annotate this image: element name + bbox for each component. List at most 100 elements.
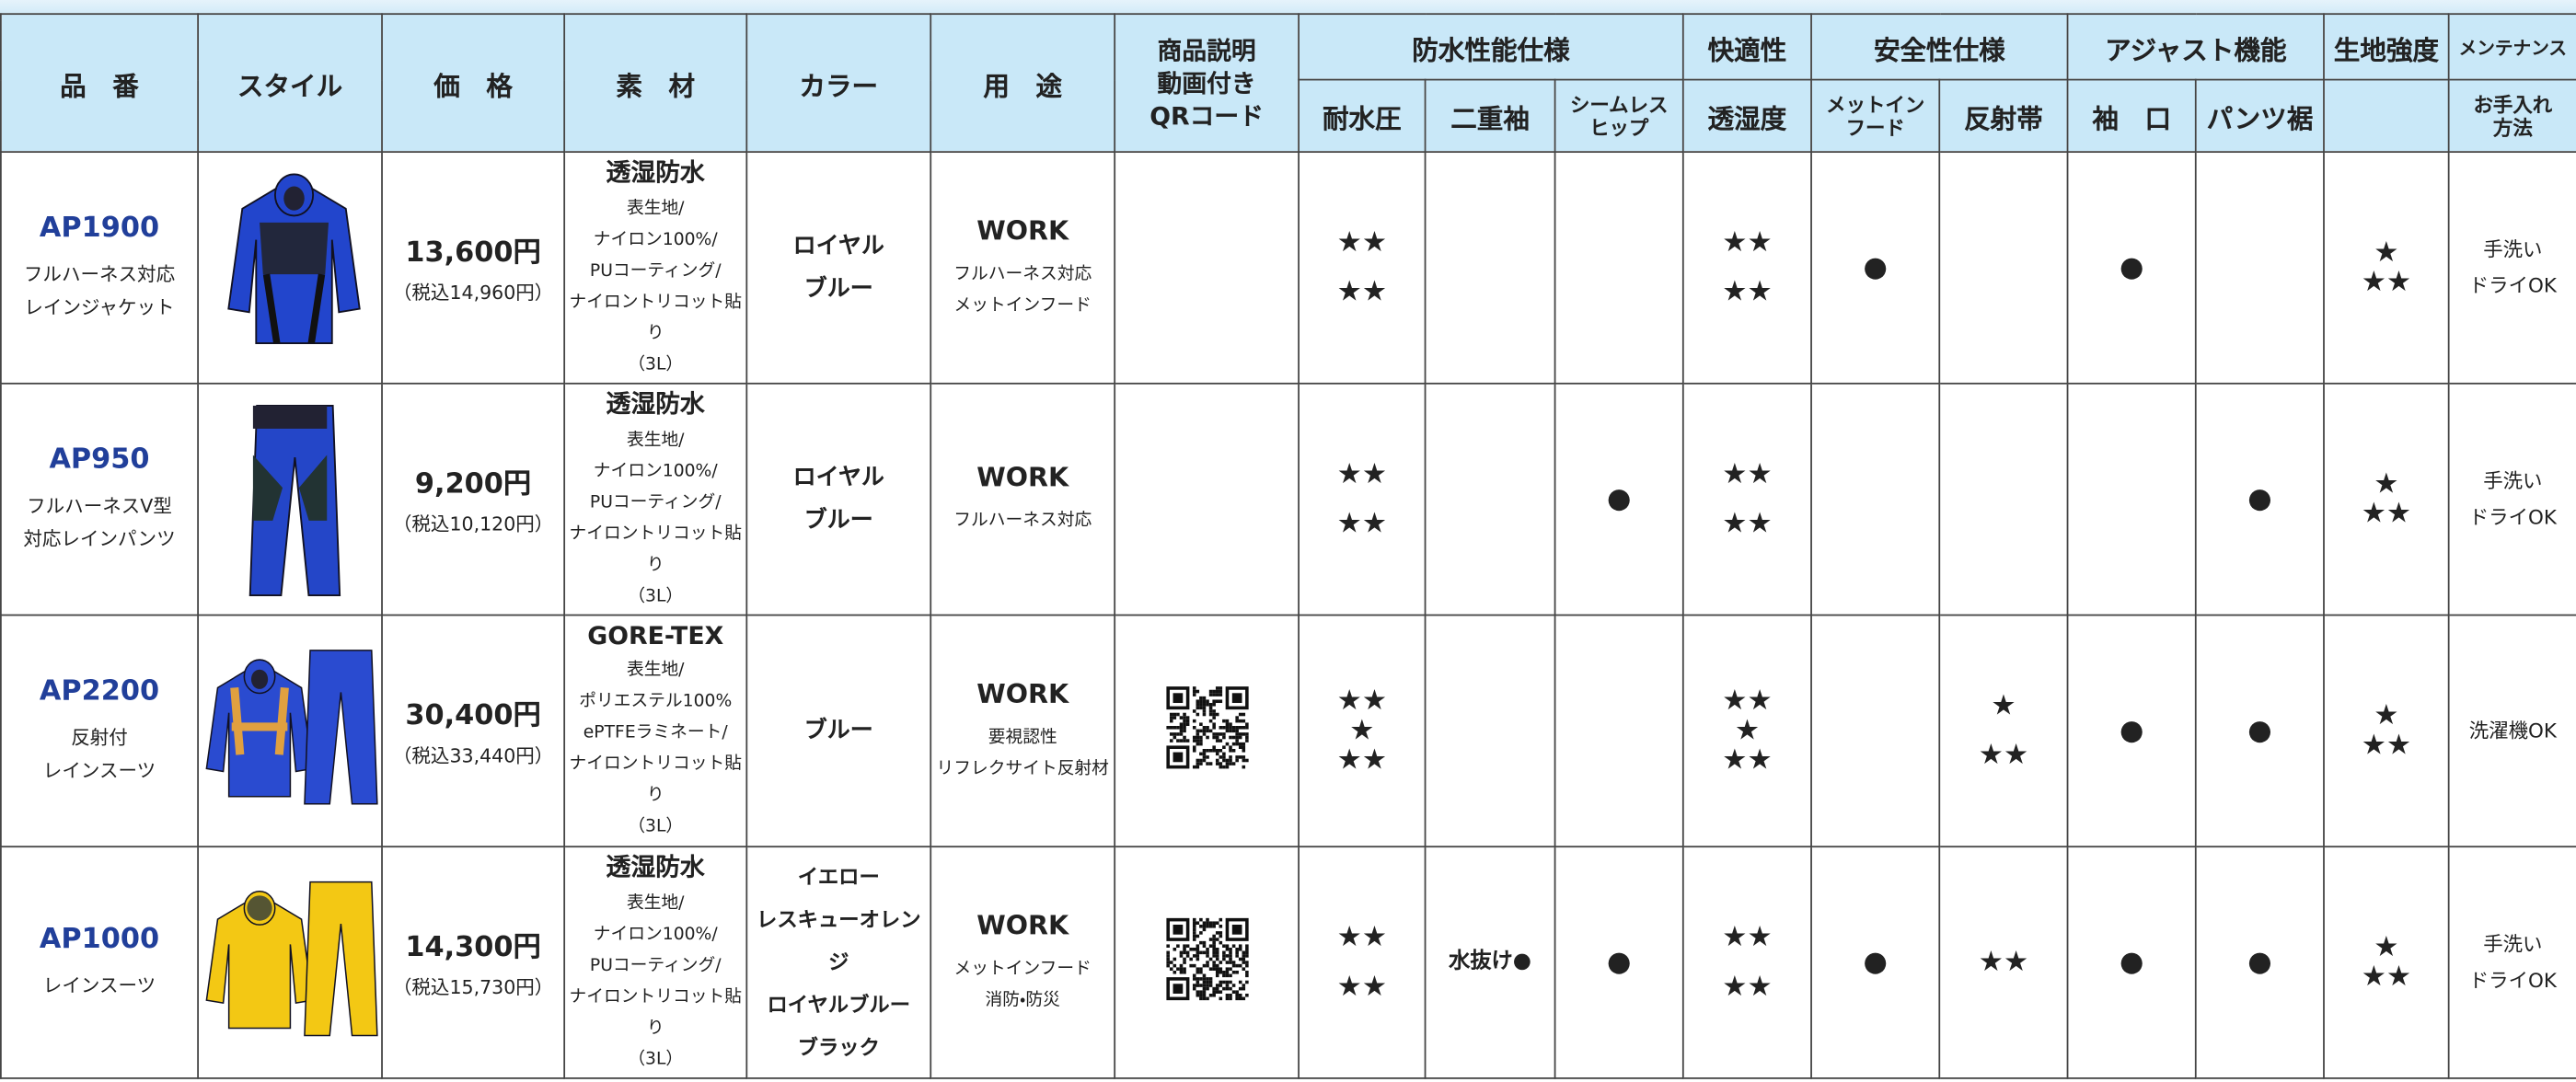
spec-cell: ★★ ★★ (1681, 846, 1812, 1079)
spec-cell: ★★ ★★ (1298, 382, 1427, 616)
spec-cell: 手洗い ドライOK (2447, 382, 2576, 616)
use-cell: WORK 要視認性 リフレクサイト反射材 (930, 614, 1116, 848)
spec-cell: ● (2194, 382, 2325, 616)
spec-cell: ● (1810, 846, 1941, 1079)
spec-cell: ★★ ★★ (1298, 151, 1427, 385)
spec-mark: 手洗い (2483, 932, 2543, 956)
spec-mark: ★ (1734, 714, 1761, 748)
spec-cell (1554, 151, 1684, 385)
material-line: （3L） (628, 815, 684, 835)
product-name: 反射付 (71, 726, 128, 749)
spec-mark: ★★ (2361, 729, 2412, 763)
price-tax: （税込15,730円） (392, 974, 554, 998)
header-cell: 透湿度 (1681, 78, 1812, 154)
product-name: フルハーネス対応 (23, 262, 176, 286)
spec-cell (1424, 614, 1556, 848)
header-row: 耐水圧 二重袖 シームレス ヒップ 透湿度 メットイン フード 反射帯袖 口パンツ裾 お手入れ方… (1, 78, 2576, 154)
use-line: フルハーネス対応 (953, 511, 1092, 531)
spec-cell: ● (2066, 846, 2197, 1079)
product-name: レインスーツ (42, 973, 156, 997)
header-text: 商品説明 (1157, 35, 1256, 65)
price-cell: 9,200円 （税込10,120円） (381, 382, 566, 616)
material-cell: 透湿防水 表生地/ナイロン100%/ PUコーティング/ナイロントリコット貼り （3L… (563, 382, 748, 616)
product-name: レインジャケット (24, 295, 175, 319)
spec-mark: ● (1863, 251, 1888, 284)
header-cell: スタイル (197, 13, 383, 154)
spec-mark: ★ (2374, 931, 2399, 964)
header-text: 二重袖 (1450, 102, 1530, 134)
spec-cell: ★ ★★ (2323, 382, 2450, 616)
spec-cell: ● (2066, 151, 2197, 385)
spec-mark: ★★ (1336, 743, 1388, 777)
spec-cell: ★★ ★ ★★ (1681, 614, 1812, 848)
spec-cell: ★ ★★ (2323, 151, 2450, 385)
price: 9,200円 (414, 466, 532, 501)
material-title: 透湿防水 (606, 389, 705, 420)
spec-mark: ● (2247, 946, 2272, 979)
header-cell: メットイン フード (1810, 78, 1941, 154)
spec-cell: ● (2194, 614, 2325, 848)
spec-mark: ★★ (1336, 970, 1388, 1004)
header-cell: 袖 口 (2066, 78, 2197, 154)
spec-mark: ★★ (1336, 685, 1388, 719)
qr-cell (1114, 382, 1300, 616)
material-line: PUコーティング/ (589, 260, 722, 282)
spec-mark: 手洗い (2483, 237, 2543, 261)
price: 13,600円 (405, 236, 541, 269)
material-line: ナイロン100%/ (593, 461, 718, 482)
spec-mark: 洗濯機OK (2468, 719, 2557, 742)
material-line: PUコーティング/ (589, 955, 722, 976)
product-code: AP1900 (39, 212, 160, 245)
header-cell: パンツ裾 (2194, 78, 2325, 154)
spec-mark: ● (1606, 946, 1632, 979)
header-cell: 快適性 (1681, 13, 1812, 81)
color-name: ブラック (797, 1034, 880, 1060)
spec-cell (1424, 382, 1556, 616)
spec-cell: ● (2066, 614, 2197, 848)
use-line: メットインフード (953, 958, 1092, 979)
style-cell (197, 614, 383, 848)
spec-mark: ★★ (1722, 507, 1773, 541)
use-line: 消防・防災 (985, 989, 1060, 1009)
header-cell: お手入れ 方法 (2447, 78, 2576, 154)
spec-mark: ● (2119, 251, 2144, 284)
spec-cell: 洗濯機OK (2447, 614, 2576, 848)
spec-cell: ★ ★★ (2323, 846, 2450, 1079)
color-name: レスキューオレンジ (757, 906, 921, 974)
color-name: イエロー (797, 863, 880, 889)
spec-cell (1810, 614, 1941, 848)
product-name: フルハーネスV型 (27, 494, 172, 518)
header-text: 快適性 (1707, 33, 1787, 65)
product-name: 対応レインパンツ (23, 527, 176, 551)
spec-cell (1938, 151, 2069, 385)
spec-mark: ● (2119, 714, 2144, 748)
material-title: GORE-TEX (587, 619, 724, 650)
header-text: 方法 (2492, 115, 2533, 139)
material-line: PUコーティング/ (589, 492, 722, 512)
product-cell: AP1000 レインスーツ (0, 846, 199, 1079)
price: 30,400円 (405, 698, 541, 732)
material-line: ナイロントリコット貼り (569, 292, 742, 344)
header-text: お手入れ (2473, 92, 2553, 116)
product-row: AP950 フルハーネスV型 対応レインパンツ 9,200円 （税込10,120円） 透湿… (0, 382, 2576, 616)
header-text: パンツ裾 (2206, 102, 2314, 134)
spec-mark: ドライOK (2468, 274, 2557, 298)
spec-cell: ● (1554, 382, 1684, 616)
spec-mark: ★★ (1978, 946, 2029, 979)
header-cell: メンテナンス (2447, 13, 2576, 81)
spec-cell (1810, 382, 1941, 616)
material-title: 透湿防水 (606, 157, 705, 188)
spec-cell: ● (2194, 846, 2325, 1079)
header-cell: 防水性能仕様 (1298, 13, 1684, 81)
spec-mark: ★★ (2361, 497, 2412, 531)
spec-mark: ★★ (1336, 226, 1388, 260)
price: 14,300円 (405, 930, 541, 963)
header-text: メットイン (1826, 92, 1925, 116)
material-cell: GORE-TEX 表生地/ポリエステル100% ePTFEラミネート/ナイロントリコ… (563, 614, 748, 848)
header-cell: 品 番 (0, 13, 199, 154)
use-cell: WORK メットインフード 消防・防災 (930, 846, 1116, 1079)
use-title: WORK (976, 909, 1069, 940)
header-text: フード (1845, 115, 1905, 139)
header-cell: 生地強度 (2323, 13, 2450, 81)
